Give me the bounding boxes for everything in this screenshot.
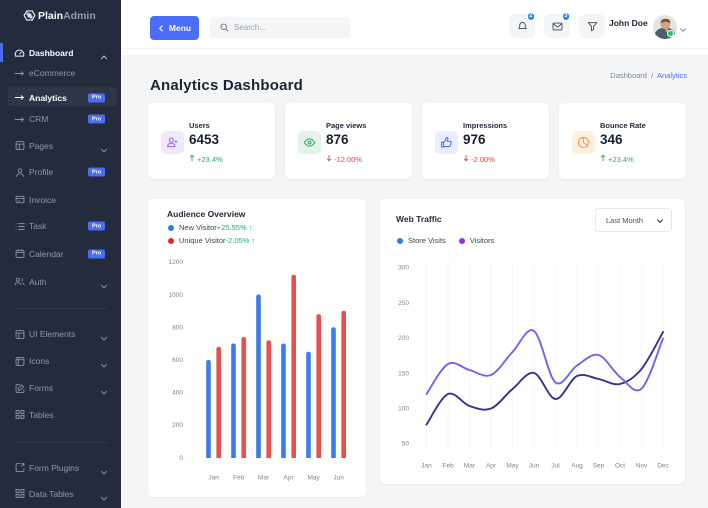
svg-text:600: 600 [172,357,183,364]
svg-text:800: 800 [172,324,183,331]
svg-text:May: May [307,475,320,482]
svg-text:200: 200 [172,422,183,429]
svg-text:1000: 1000 [169,292,184,299]
svg-text:Apr: Apr [486,463,497,470]
svg-text:150: 150 [398,370,409,377]
svg-text:250: 250 [398,300,409,307]
svg-text:Mar: Mar [464,463,476,470]
svg-text:200: 200 [398,335,409,342]
svg-text:Nov: Nov [636,463,648,470]
svg-text:Jan: Jan [421,463,432,470]
svg-text:Jan: Jan [208,475,219,482]
svg-text:Aug: Aug [571,463,583,470]
svg-text:Sep: Sep [593,463,605,470]
svg-text:Dec: Dec [657,463,669,470]
svg-text:Oct: Oct [615,463,625,470]
svg-text:Apr: Apr [284,475,295,482]
svg-text:100: 100 [398,406,409,413]
svg-text:Feb: Feb [442,463,454,470]
svg-text:Feb: Feb [233,475,245,482]
svg-text:Jun: Jun [529,463,540,470]
svg-text:Mar: Mar [258,475,270,482]
svg-text:1200: 1200 [169,259,184,266]
svg-text:400: 400 [172,390,183,397]
svg-text:May: May [506,463,519,470]
svg-text:Jul: Jul [551,463,560,470]
svg-text:0: 0 [179,455,183,462]
svg-text:300: 300 [398,265,409,272]
svg-text:Jun: Jun [333,475,344,482]
svg-text:50: 50 [402,441,410,448]
